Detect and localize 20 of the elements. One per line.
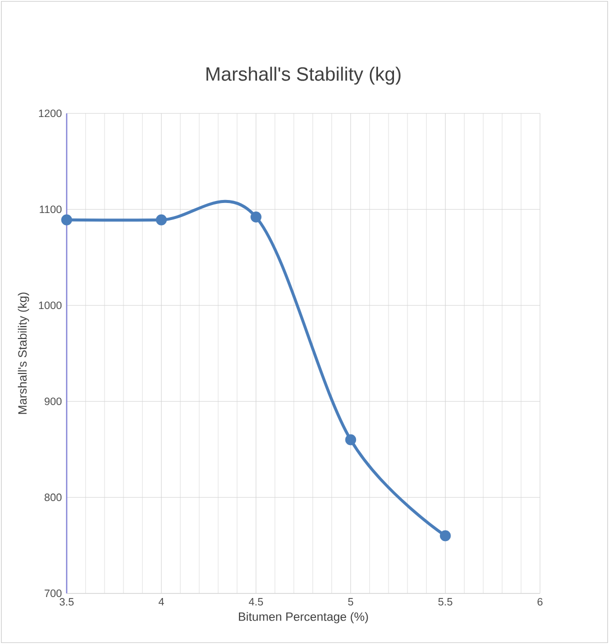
point bbox=[250, 212, 262, 222]
y-axis-title: Marshall's Stability (kg) bbox=[18, 292, 30, 414]
x-tick-label: 4 bbox=[158, 598, 164, 606]
point bbox=[156, 214, 167, 226]
y-tick-label: 1000 bbox=[39, 302, 62, 310]
y-tick-label: 800 bbox=[44, 494, 62, 502]
x-tick-label: 5 bbox=[348, 598, 354, 606]
point bbox=[345, 434, 356, 446]
chart-title: Marshall's Stability (kg) bbox=[206, 66, 400, 85]
point bbox=[440, 530, 451, 542]
y-tick-label: 1200 bbox=[39, 110, 62, 118]
x-tick-label: 3.5 bbox=[60, 598, 74, 606]
point bbox=[61, 214, 72, 226]
x-axis-title: Bitumen Percentage (%) bbox=[238, 612, 368, 624]
x-tick-label: 5.5 bbox=[438, 598, 452, 606]
y-tick-label: 900 bbox=[44, 398, 62, 406]
x-tick-label: 6 bbox=[538, 598, 542, 606]
y-tick-label: 700 bbox=[44, 590, 62, 598]
y-tick-label: 1100 bbox=[40, 206, 62, 214]
x-tick-label: 4.5 bbox=[248, 598, 263, 606]
